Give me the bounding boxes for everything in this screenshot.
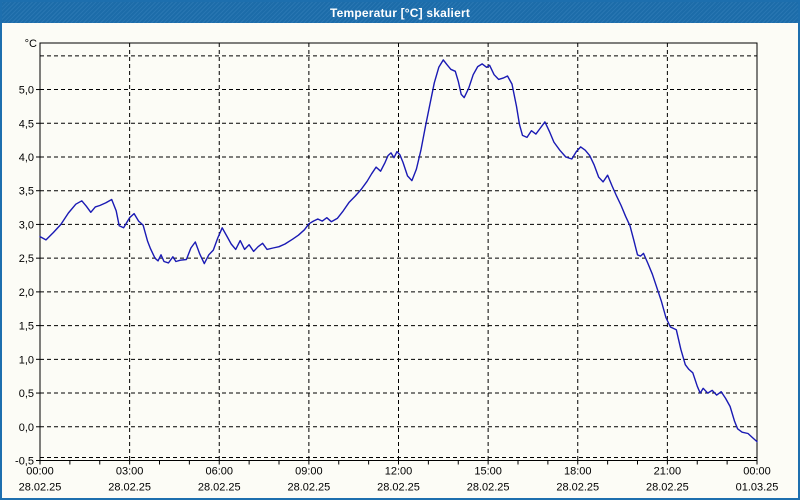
y-axis-tick-label: 3,5 [19, 186, 34, 198]
x-axis-time-label: 18:00 [564, 466, 592, 478]
x-axis-time-label: 03:00 [116, 466, 144, 478]
x-axis-time-label: 06:00 [205, 466, 233, 478]
y-axis-tick-label: 1,5 [19, 321, 34, 333]
x-axis-date-label: 28.02.25 [556, 482, 599, 494]
y-axis-tick-label: 2,5 [19, 253, 34, 265]
x-axis-time-label: 21:00 [654, 466, 682, 478]
y-axis-tick-label: 0,5 [19, 388, 34, 400]
title-bar[interactable]: Temperatur [°C] skaliert [2, 2, 798, 23]
x-axis-time-label: 15:00 [474, 466, 502, 478]
y-axis-tick-label: 3,0 [19, 219, 34, 231]
x-axis-time-label: 00:00 [26, 466, 54, 478]
x-axis-date-label: 28.02.25 [287, 482, 330, 494]
y-axis-tick-label: 5,0 [19, 85, 34, 97]
x-axis-time-label: 09:00 [295, 466, 323, 478]
y-axis-tick-label: 4,0 [19, 152, 34, 164]
y-axis-tick-label: 1,0 [19, 354, 34, 366]
x-axis-date-label: 28.02.25 [19, 482, 62, 494]
y-axis-tick-label: -0,5 [15, 456, 34, 468]
y-axis-unit-label: °C [25, 38, 37, 50]
y-axis-tick-label: 2,0 [19, 287, 34, 299]
plot-frame [39, 42, 758, 461]
x-axis-time-label: 00:00 [743, 466, 771, 478]
x-axis-date-label: 28.02.25 [646, 482, 689, 494]
x-axis-date-label: 01.03.25 [736, 482, 779, 494]
x-axis-date-label: 28.02.25 [108, 482, 151, 494]
x-axis-date-label: 28.02.25 [198, 482, 241, 494]
window-title: Temperatur [°C] skaliert [329, 5, 471, 20]
x-axis-date-label: 28.02.25 [467, 482, 510, 494]
x-axis-time-label: 12:00 [385, 466, 413, 478]
x-axis-date-label: 28.02.25 [377, 482, 420, 494]
y-axis-tick-label: 0,0 [19, 422, 34, 434]
temperature-chart: 5,04,54,03,53,02,52,01,51,00,50,0-0,500:… [15, 38, 779, 494]
y-axis-tick-label: 4,5 [19, 118, 34, 130]
temperature-line [39, 59, 758, 443]
